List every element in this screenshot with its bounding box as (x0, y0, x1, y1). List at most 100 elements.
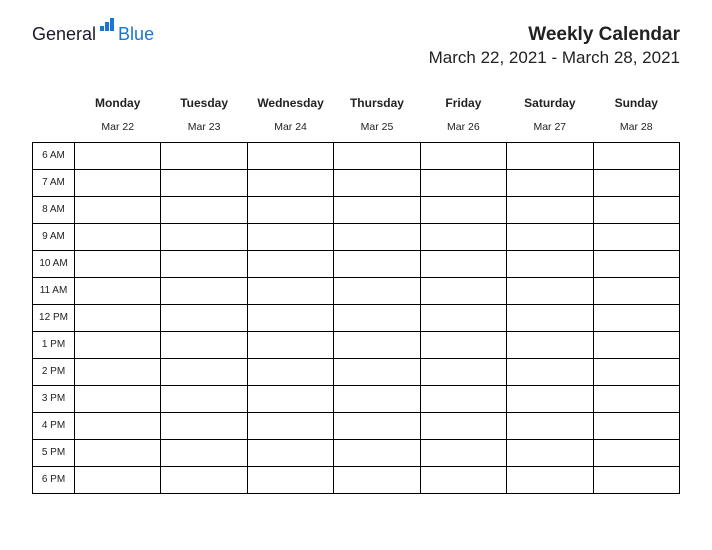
calendar-cell (247, 196, 333, 223)
calendar-cell (507, 250, 593, 277)
time-label: 8 AM (33, 196, 75, 223)
calendar-cell (593, 331, 679, 358)
day-name-row: Monday Tuesday Wednesday Thursday Friday… (33, 88, 680, 115)
calendar-cell (75, 385, 161, 412)
logo-text-general: General (32, 24, 96, 45)
calendar-cell (247, 358, 333, 385)
calendar-cell (334, 358, 420, 385)
time-label: 1 PM (33, 331, 75, 358)
calendar-cell (334, 142, 420, 169)
calendar-cell (420, 412, 506, 439)
calendar-cell (247, 331, 333, 358)
calendar-cell (593, 277, 679, 304)
calendar-cell (161, 358, 247, 385)
time-label: 5 PM (33, 439, 75, 466)
title-block: Weekly Calendar March 22, 2021 - March 2… (429, 24, 680, 68)
calendar-cell (334, 466, 420, 493)
calendar-cell (75, 358, 161, 385)
calendar-cell (161, 439, 247, 466)
calendar-cell (75, 304, 161, 331)
calendar-cell (334, 385, 420, 412)
time-row: 7 AM (33, 169, 680, 196)
time-row: 12 PM (33, 304, 680, 331)
day-date: Mar 26 (420, 115, 506, 142)
calendar-cell (247, 223, 333, 250)
time-label: 2 PM (33, 358, 75, 385)
calendar-cell (161, 466, 247, 493)
calendar-cell (420, 466, 506, 493)
time-row: 5 PM (33, 439, 680, 466)
time-row: 1 PM (33, 331, 680, 358)
day-header: Wednesday (247, 88, 333, 115)
logo-bars-icon (100, 17, 118, 36)
calendar-cell (161, 277, 247, 304)
calendar-cell (334, 277, 420, 304)
calendar-cell (247, 439, 333, 466)
day-header: Sunday (593, 88, 679, 115)
day-date: Mar 25 (334, 115, 420, 142)
time-label: 3 PM (33, 385, 75, 412)
day-header: Tuesday (161, 88, 247, 115)
calendar-cell (75, 169, 161, 196)
calendar-cell (247, 169, 333, 196)
day-header: Thursday (334, 88, 420, 115)
calendar-cell (75, 331, 161, 358)
calendar-cell (507, 358, 593, 385)
calendar-cell (593, 223, 679, 250)
calendar-cell (420, 250, 506, 277)
calendar-cell (593, 169, 679, 196)
calendar-cell (593, 358, 679, 385)
calendar-cell (420, 169, 506, 196)
calendar-cell (420, 358, 506, 385)
calendar-cell (420, 331, 506, 358)
day-date: Mar 28 (593, 115, 679, 142)
time-row: 3 PM (33, 385, 680, 412)
time-row: 8 AM (33, 196, 680, 223)
calendar-cell (507, 223, 593, 250)
day-header: Saturday (507, 88, 593, 115)
calendar-cell (334, 223, 420, 250)
time-label: 12 PM (33, 304, 75, 331)
calendar-cell (334, 169, 420, 196)
calendar-cell (161, 196, 247, 223)
calendar-cell (75, 466, 161, 493)
weekly-calendar-table: Monday Tuesday Wednesday Thursday Friday… (32, 88, 680, 494)
logo-text-blue: Blue (118, 24, 154, 45)
time-label: 9 AM (33, 223, 75, 250)
calendar-cell (161, 223, 247, 250)
day-date: Mar 27 (507, 115, 593, 142)
time-row: 11 AM (33, 277, 680, 304)
day-date-row: Mar 22 Mar 23 Mar 24 Mar 25 Mar 26 Mar 2… (33, 115, 680, 142)
time-label: 7 AM (33, 169, 75, 196)
time-row: 10 AM (33, 250, 680, 277)
calendar-cell (75, 250, 161, 277)
time-row: 6 AM (33, 142, 680, 169)
calendar-cell (247, 385, 333, 412)
calendar-cell (161, 385, 247, 412)
calendar-cell (507, 385, 593, 412)
calendar-cell (593, 412, 679, 439)
logo: General Blue (32, 24, 154, 45)
time-label: 4 PM (33, 412, 75, 439)
calendar-cell (161, 142, 247, 169)
calendar-cell (507, 142, 593, 169)
calendar-cell (334, 412, 420, 439)
calendar-cell (507, 412, 593, 439)
time-row: 6 PM (33, 466, 680, 493)
time-row: 9 AM (33, 223, 680, 250)
calendar-cell (507, 277, 593, 304)
calendar-cell (75, 412, 161, 439)
calendar-cell (593, 439, 679, 466)
calendar-cell (334, 331, 420, 358)
calendar-cell (507, 466, 593, 493)
calendar-cell (75, 196, 161, 223)
calendar-cell (334, 196, 420, 223)
calendar-cell (593, 466, 679, 493)
page-title: Weekly Calendar (429, 24, 680, 46)
time-label: 6 PM (33, 466, 75, 493)
day-date: Mar 24 (247, 115, 333, 142)
day-header: Monday (75, 88, 161, 115)
calendar-cell (507, 331, 593, 358)
calendar-cell (247, 142, 333, 169)
calendar-cell (334, 250, 420, 277)
